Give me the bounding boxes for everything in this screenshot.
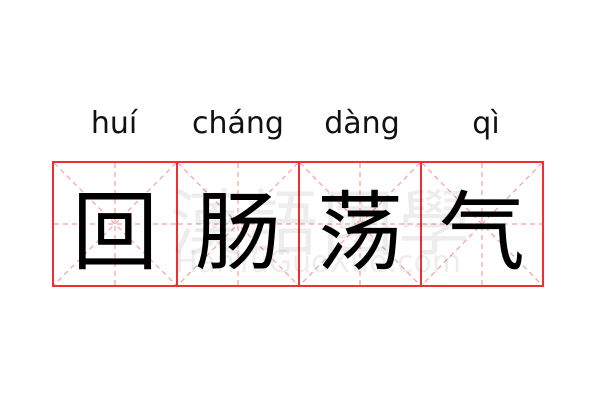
guide-line xyxy=(178,163,298,285)
guide-lines xyxy=(54,163,176,285)
guide-line xyxy=(422,163,542,285)
pinyin-3: dàng xyxy=(324,106,400,141)
pinyin-1: huí xyxy=(90,106,138,141)
character-4: 气 xyxy=(439,182,525,283)
guide-lines xyxy=(300,163,420,285)
character-grid: 回 肠 荡 气 xyxy=(52,161,548,287)
guide-line xyxy=(54,163,176,285)
guide-line xyxy=(300,163,420,285)
character-3: 荡 xyxy=(317,182,403,283)
grid-cell: 荡 xyxy=(298,161,422,287)
character-1: 回 xyxy=(72,182,158,283)
guide-lines xyxy=(422,163,542,285)
grid-cell: 回 xyxy=(52,161,178,287)
guide-lines xyxy=(178,163,298,285)
grid-cell: 气 xyxy=(420,161,544,287)
guide-line xyxy=(54,163,176,285)
grid-cell: 肠 xyxy=(176,161,300,287)
pinyin-row: huí cháng dàng qì xyxy=(52,104,548,144)
character-2: 肠 xyxy=(195,182,281,283)
pinyin-4: qì xyxy=(472,106,500,141)
pinyin-2: cháng xyxy=(192,106,284,141)
